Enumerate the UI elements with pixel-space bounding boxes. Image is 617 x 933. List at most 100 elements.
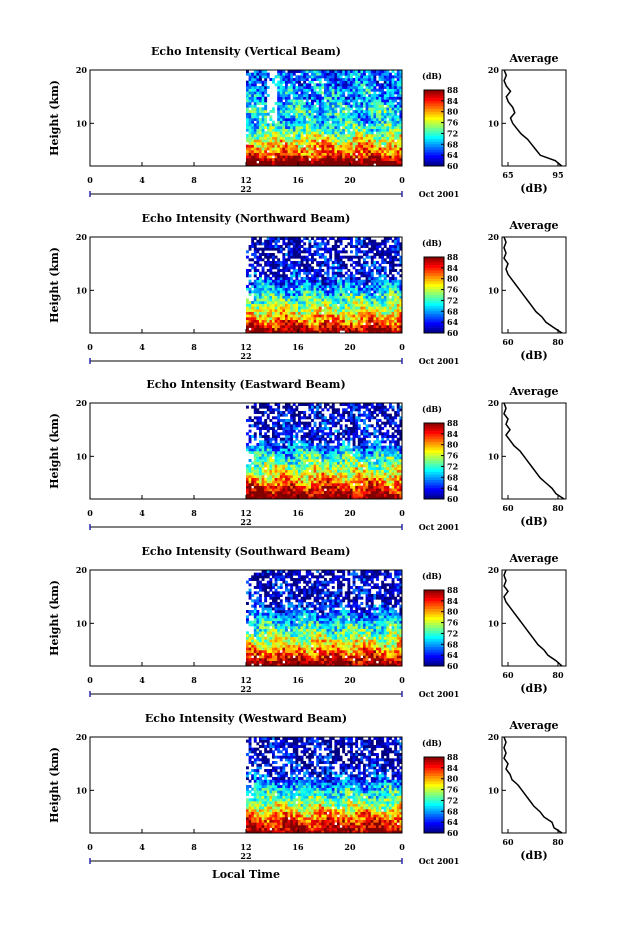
heatmap-cell [264,158,267,161]
heatmap-cell [301,94,304,97]
heatmap-cell [389,142,392,145]
heatmap-cell [290,110,293,113]
heatmap-cell [298,304,301,307]
heatmap-cell [285,296,288,299]
heatmap-cell [389,139,392,142]
heatmap-cell [345,107,348,110]
heatmap-cell [342,486,345,489]
heatmap-cell [337,464,340,467]
heatmap-cell [337,317,340,320]
heatmap-cell [306,134,309,137]
heatmap-cell [272,298,275,301]
heatmap-cell [327,107,330,110]
heatmap-cell [397,328,400,331]
heatmap-cell [373,91,376,94]
heatmap-cell [254,142,257,145]
heatmap-cell [379,73,382,76]
heatmap-cell [251,110,254,113]
heatmap-cell [288,314,291,317]
heatmap-cell [392,488,395,491]
heatmap-cell [334,467,337,470]
heatmap-cell [293,274,296,277]
heatmap-cell [285,312,288,315]
heatmap-cell [379,78,382,81]
heatmap-cell [319,115,322,118]
heatmap-cell [355,280,358,283]
heatmap-cell [324,288,327,291]
heatmap-cell [280,306,283,309]
heatmap-cell [392,240,395,243]
heatmap-cell [327,150,330,153]
heatmap-cell [308,456,311,459]
heatmap-cell [350,288,353,291]
heatmap-cell [342,480,345,483]
heatmap-cell [358,145,361,148]
heatmap-cell [298,242,301,245]
heatmap-cell [254,147,257,150]
heatmap-cell [262,467,265,470]
heatmap-cell [340,317,343,320]
heatmap-cell [355,301,358,304]
heatmap-cell [381,248,384,251]
heatmap-cell [358,462,361,465]
heatmap-cell [381,86,384,89]
heatmap-cell [345,456,348,459]
heatmap-cell [340,298,343,301]
heatmap-cell [251,153,254,156]
heatmap-cell [308,312,311,315]
heatmap-cell [376,304,379,307]
heatmap-cell [246,322,249,325]
heatmap-cell [366,107,369,110]
heatmap-cell [251,121,254,124]
heatmap-cell [337,261,340,264]
heatmap-cell [251,245,254,248]
heatmap-cell [379,277,382,280]
heatmap-cell [301,118,304,121]
x-tick-label: 0 [399,175,405,185]
heatmap-cell [282,277,285,280]
heatmap-cell [384,99,387,102]
heatmap-cell [311,81,314,84]
heatmap-cell [358,480,361,483]
heatmap-cell [381,256,384,259]
heatmap-cell [324,491,327,494]
heatmap-cell [334,478,337,481]
heatmap-cell [249,488,252,491]
heatmap-cell [373,486,376,489]
heatmap-cell [337,86,340,89]
heatmap-cell [303,309,306,312]
heatmap-cell [301,147,304,150]
heatmap-cell [275,459,278,462]
heatmap-cell [321,288,324,291]
heatmap-cell [327,277,330,280]
heatmap-cell [340,288,343,291]
heatmap-cell [311,155,314,158]
heatmap-cell [363,258,366,261]
heatmap-cell [384,456,387,459]
heatmap-cell [342,325,345,328]
heatmap-cell [386,288,389,291]
heatmap-cell [334,242,337,245]
heatmap-cell [272,470,275,473]
heatmap-cell [334,107,337,110]
heatmap-cell [332,102,335,105]
heatmap-cell [262,293,265,296]
heatmap-cell [366,91,369,94]
heatmap-cell [384,269,387,272]
heatmap-cell [303,150,306,153]
heatmap-cell [256,314,259,317]
heatmap-cell [360,83,363,86]
heatmap-cell [360,115,363,118]
heatmap-cell [366,155,369,158]
heatmap-cell [329,147,332,150]
heatmap-cell [319,475,322,478]
heatmap-cell [290,158,293,161]
heatmap-cell [314,89,317,92]
heatmap-cell [275,137,278,140]
heatmap-cell [371,293,374,296]
heatmap-cell [392,470,395,473]
heatmap-cell [319,142,322,145]
average-y-tick-label: 20 [488,65,500,75]
heatmap-cell [295,113,298,116]
heatmap-cell [251,266,254,269]
